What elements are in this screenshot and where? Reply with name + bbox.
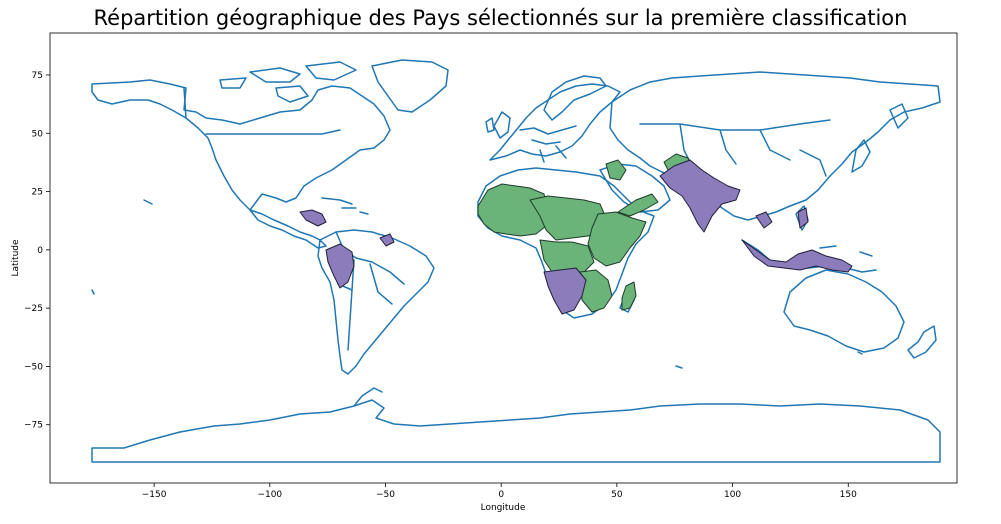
andean-purple — [325, 243, 355, 289]
y-tick-label: −50 — [24, 362, 43, 372]
new-zealand-outline — [907, 325, 937, 359]
y-tick-label: −75 — [24, 421, 43, 431]
southern-africa-green — [579, 269, 613, 313]
central-america-outline — [249, 209, 327, 249]
asia-outline — [609, 71, 941, 221]
europe-borders — [519, 125, 577, 163]
south-america-outline — [317, 229, 435, 375]
british-isles-outline — [485, 111, 511, 139]
x-tick-label: 0 — [498, 490, 504, 500]
philippines-purple — [797, 207, 809, 229]
scandinavia-outline — [543, 75, 607, 121]
x-tick-label: 50 — [611, 490, 623, 500]
y-tick-label: 25 — [32, 188, 43, 198]
central-africa-green — [539, 239, 595, 275]
chart-title: Répartition géographique des Pays sélect… — [93, 6, 908, 30]
y-tick-label: 0 — [37, 246, 43, 256]
east-africa-green — [587, 211, 647, 267]
x-tick-label: 150 — [840, 490, 857, 500]
small-islands — [91, 199, 863, 369]
maritime-asia-purple — [741, 239, 853, 273]
x-tick-label: 100 — [724, 490, 741, 500]
caribbean-outline — [321, 197, 369, 215]
greenland-outline — [371, 59, 449, 113]
x-tick-label: −50 — [376, 490, 395, 500]
x-axis-label: Longitude — [481, 503, 526, 513]
y-tick-label: 50 — [32, 129, 44, 139]
horn-arabia-green — [617, 193, 659, 217]
kamchatka-outline — [889, 103, 909, 129]
y-tick-label: −25 — [24, 304, 43, 314]
arctic-islands — [219, 61, 357, 103]
world-outline — [91, 59, 941, 463]
y-tick-label: 75 — [32, 71, 43, 81]
central-america-purple — [299, 209, 327, 227]
us-canada-border — [183, 87, 341, 135]
south-america-borders — [335, 231, 405, 351]
australia-outline — [783, 269, 905, 353]
africa-outline — [477, 167, 655, 319]
asia-interior-borders — [639, 119, 831, 177]
japan-outline — [851, 139, 871, 173]
x-tick-label: −150 — [142, 490, 167, 500]
plot-frame — [49, 32, 958, 484]
south-asia-purple — [659, 159, 741, 233]
antarctic-peninsula — [353, 387, 383, 407]
middle-east-outline — [599, 163, 671, 213]
x-tick-label: −100 — [257, 490, 282, 500]
middle-east-green — [605, 159, 627, 181]
guiana-purple — [379, 233, 395, 247]
highlight-purple — [299, 159, 853, 315]
madagascar-green — [621, 281, 637, 311]
y-axis-label: Latitude — [11, 239, 21, 277]
x-axis-ticks: −150 −100 −50 0 50 100 150 — [142, 483, 857, 500]
north-america-outline — [91, 79, 391, 211]
highlight-green — [477, 153, 693, 313]
antarctica-outline — [91, 399, 941, 463]
y-axis-ticks: 75 50 25 0 −25 −50 −75 — [24, 71, 50, 431]
southeast-asia-purple — [755, 211, 773, 229]
southern-africa-purple — [543, 267, 587, 315]
